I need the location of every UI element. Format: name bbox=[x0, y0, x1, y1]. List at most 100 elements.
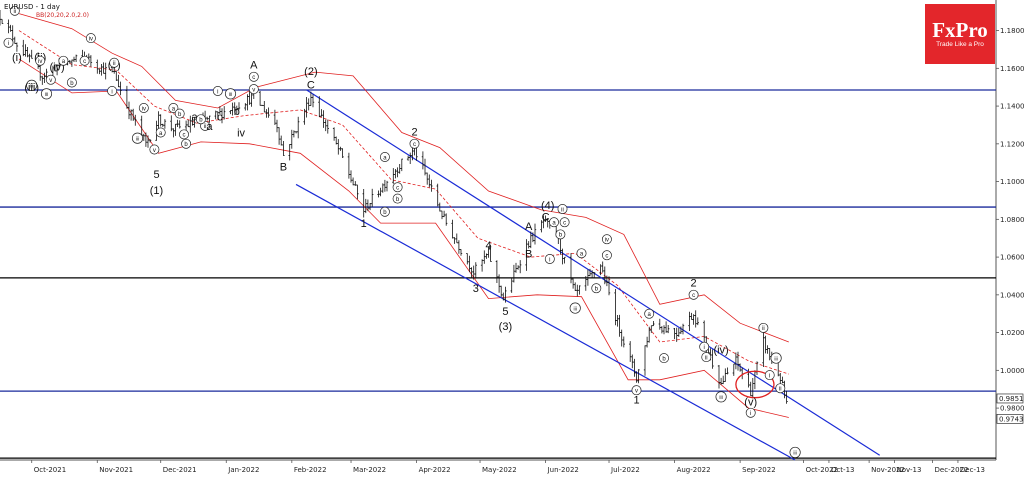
x-tick-label: Apr-2022 bbox=[419, 466, 451, 474]
wave-label-circle bbox=[745, 407, 756, 418]
wave-label: ii bbox=[779, 387, 782, 393]
wave-label: 4 bbox=[485, 240, 491, 252]
wave-label-circle bbox=[45, 74, 56, 85]
bollinger-upper bbox=[18, 13, 789, 343]
wave-label-circle bbox=[179, 129, 189, 140]
wave-label: c bbox=[396, 186, 399, 192]
wave-label: iv bbox=[237, 128, 245, 140]
y-tick-label: 1.0200 bbox=[1000, 329, 1024, 337]
wave-label: (iii) bbox=[24, 82, 39, 94]
wave-label-circle bbox=[224, 88, 237, 100]
wave-label-circle bbox=[26, 79, 38, 91]
wave-label: b bbox=[595, 287, 599, 293]
wave-label: (4) bbox=[541, 200, 554, 212]
wave-label: C bbox=[307, 79, 315, 91]
wave-label: iii bbox=[719, 395, 722, 401]
wave-label: ii bbox=[113, 61, 116, 67]
y-tick-label: 0.9800 bbox=[1000, 405, 1024, 413]
wave-label: iii bbox=[136, 137, 139, 143]
wave-label: (1) bbox=[150, 185, 163, 197]
price-marker-label: 0.9851 bbox=[999, 395, 1024, 403]
wave-label-circle bbox=[559, 217, 570, 228]
wave-label: i bbox=[549, 257, 550, 263]
wave-label: C bbox=[542, 212, 550, 224]
wave-label: b bbox=[178, 112, 182, 118]
x-tick-label: Oct-2022 bbox=[806, 466, 838, 474]
wave-label-circle bbox=[557, 204, 568, 214]
wave-label-circle bbox=[576, 248, 587, 259]
wave-label: b bbox=[70, 81, 74, 87]
wave-label-circle bbox=[659, 353, 669, 364]
wave-label: b bbox=[184, 142, 188, 148]
wave-label: c bbox=[217, 112, 223, 124]
x-tick-label: Sep-2022 bbox=[742, 466, 776, 474]
wave-label: iii bbox=[793, 451, 796, 457]
x-tick-label: Mar-2022 bbox=[353, 466, 386, 474]
wave-label-circle bbox=[699, 341, 710, 352]
x-tick-label: Dec-13 bbox=[960, 466, 985, 474]
y-tick-label: 1.1800 bbox=[1000, 27, 1024, 35]
wave-label-circle bbox=[66, 77, 77, 88]
wave-label: A bbox=[250, 60, 258, 72]
wave-label-circle bbox=[715, 391, 727, 403]
y-tick-label: 1.1600 bbox=[1000, 65, 1024, 73]
wave-label-circle bbox=[85, 33, 96, 44]
wave-label: iii bbox=[30, 84, 33, 90]
wave-label: c bbox=[563, 221, 566, 227]
indicator-label: BB(20,20,2.0,2.0) bbox=[36, 12, 89, 19]
wave-label: i bbox=[217, 89, 218, 95]
wave-label: b bbox=[396, 197, 400, 203]
wave-label: b bbox=[234, 106, 240, 118]
x-axis: Oct-2021 Nov-2021 Dec-2021 Jan-2022 Feb-2022… bbox=[31, 460, 985, 474]
logo-name: FxPro bbox=[932, 18, 988, 42]
wave-label-circle bbox=[3, 37, 14, 48]
wave-label-circle bbox=[109, 57, 120, 68]
y-tick-label: 1.0800 bbox=[1000, 216, 1024, 224]
wave-label-circle bbox=[379, 152, 390, 162]
wave-label: c bbox=[413, 142, 416, 148]
wave-label-circle bbox=[544, 254, 555, 264]
wave-label-circle bbox=[35, 55, 46, 66]
x-tick-label: May-2022 bbox=[482, 466, 517, 474]
wave-label: a bbox=[648, 312, 652, 318]
wave-label: iv bbox=[89, 36, 93, 42]
wave-label-circle bbox=[764, 370, 775, 381]
wave-label: iv bbox=[38, 59, 42, 65]
wave-label-circle bbox=[758, 322, 769, 333]
wave-label: 2 bbox=[411, 127, 417, 139]
x-tick-label: Oct-2021 bbox=[34, 466, 66, 474]
wave-label-circle bbox=[58, 55, 69, 66]
x-tick-label: Nov-13 bbox=[896, 466, 921, 474]
wave-label-circle bbox=[9, 5, 20, 16]
wave-label: iv bbox=[142, 106, 146, 112]
wave-label: b bbox=[383, 210, 387, 216]
y-tick-label: 1.1000 bbox=[1000, 178, 1024, 186]
chart-title: EURUSD - 1 day bbox=[4, 3, 60, 11]
wave-label-circle bbox=[601, 234, 612, 245]
wave-label-circle bbox=[138, 103, 149, 113]
bollinger-bands bbox=[18, 13, 789, 418]
wave-label: 2 bbox=[691, 278, 697, 290]
wave-label: 5 bbox=[502, 306, 508, 318]
wave-label: a bbox=[206, 121, 213, 133]
x-tick-label: Oct-13 bbox=[831, 466, 855, 474]
wave-label-circle bbox=[149, 144, 160, 155]
wave-label: v bbox=[252, 87, 255, 93]
wave-label: c bbox=[183, 133, 186, 139]
wave-label: iv bbox=[605, 238, 609, 244]
wave-label-circle bbox=[107, 86, 118, 96]
wave-label-circle bbox=[688, 289, 699, 300]
wave-label-circle bbox=[392, 182, 403, 193]
wave-label-circle bbox=[181, 138, 192, 149]
wave-label: i bbox=[111, 89, 112, 95]
y-axis: 1.1800 1.1600 1.1400 1.1200 1.1000 1.0800 1.06… bbox=[996, 27, 1024, 424]
wave-label: v bbox=[49, 78, 52, 84]
wave-label: a bbox=[383, 155, 387, 161]
wave-label-circle bbox=[168, 103, 179, 113]
wave-label: iii bbox=[774, 356, 777, 362]
horizontal-levels bbox=[0, 89, 996, 459]
wave-label: ii bbox=[705, 355, 708, 361]
wave-label: iii bbox=[229, 92, 232, 98]
wave-labels: iii(i)iii(ii)ivviii(iii)(iv)abciv(v)iiii… bbox=[3, 5, 801, 458]
